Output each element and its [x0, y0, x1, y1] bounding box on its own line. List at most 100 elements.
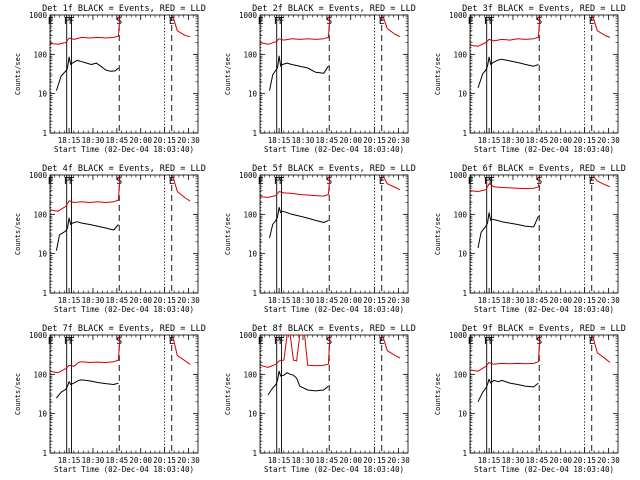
time-marker-label: F	[484, 336, 490, 347]
y-axis-label: Counts/sec	[434, 213, 442, 255]
time-marker-label: E	[589, 336, 595, 347]
panel-det-7: Det 7f BLACK = Events, RED = LLD 1 10 100 10…	[14, 324, 206, 474]
x-tick-label: 18:30	[82, 456, 105, 465]
series-line-lld	[49, 14, 121, 45]
x-tick-label: 20:00	[549, 456, 572, 465]
x-tick-label: 20:00	[129, 136, 152, 145]
series-line-lld	[172, 14, 191, 38]
y-tick-label: 1	[462, 129, 467, 138]
panel-det-3: Det 3f BLACK = Events, RED = LLD 1 10 100 10…	[434, 4, 626, 154]
series-line-lld	[49, 334, 121, 374]
x-tick-label: 20:15	[363, 456, 386, 465]
y-tick-label: 10	[248, 250, 258, 259]
x-tick-label: 20:00	[339, 296, 362, 305]
x-tick-label: 18:45	[106, 296, 129, 305]
time-marker-label: F	[64, 176, 70, 187]
series-line-events	[269, 55, 329, 91]
series-line-lld	[469, 14, 541, 47]
series-line-lld	[49, 174, 121, 212]
y-tick-label: 1000	[29, 171, 48, 180]
series-line-events	[267, 370, 329, 396]
y-axis-label: Counts/sec	[14, 53, 22, 95]
time-marker-label: F	[278, 336, 284, 347]
time-marker-label: F	[274, 176, 280, 187]
x-tick-label: 18:30	[502, 296, 525, 305]
x-axis-label: Start Time (02-Dec-04 18:03:40)	[264, 145, 404, 154]
y-tick-label: 10	[458, 250, 468, 259]
y-tick-label: 1	[462, 289, 467, 298]
time-marker-label: E	[258, 176, 264, 187]
x-tick-label: 18:15	[58, 296, 81, 305]
x-tick-label: 18:45	[526, 296, 549, 305]
x-axis-label: Start Time (02-Dec-04 18:03:40)	[54, 305, 194, 314]
plot-frame	[49, 174, 199, 294]
time-marker-label: E	[258, 336, 264, 347]
y-tick-label: 100	[33, 370, 47, 379]
time-marker-label: E	[589, 176, 595, 187]
panel-title: Det 4f BLACK = Events, RED = LLD	[42, 164, 206, 174]
x-tick-label: 18:30	[502, 456, 525, 465]
time-marker-label: E	[468, 176, 474, 187]
series-line-events	[477, 56, 539, 89]
x-tick-label: 20:15	[153, 296, 176, 305]
time-marker-label: F	[484, 16, 490, 27]
series-line-lld	[592, 334, 611, 363]
series-line-lld	[382, 334, 401, 359]
x-tick-label: 18:45	[526, 456, 549, 465]
x-tick-label: 20:15	[153, 456, 176, 465]
x-tick-label: 20:30	[177, 296, 200, 305]
time-marker-label: F	[488, 16, 494, 27]
panel-title: Det 6f BLACK = Events, RED = LLD	[462, 164, 626, 174]
plot-frame	[259, 174, 409, 294]
time-marker-label: E	[379, 16, 385, 27]
x-tick-label: 20:30	[597, 136, 620, 145]
panel-det-6: Det 6f BLACK = Events, RED = LLD 1 10 100 10…	[434, 164, 626, 314]
y-tick-label: 100	[453, 210, 467, 219]
panel-title: Det 1f BLACK = Events, RED = LLD	[42, 4, 206, 14]
plot-frame	[469, 174, 619, 294]
time-marker-label: F	[274, 16, 280, 27]
y-tick-label: 100	[453, 50, 467, 59]
y-tick-label: 1	[42, 289, 47, 298]
x-tick-label: 20:30	[387, 456, 410, 465]
panel-det-8: Det 8f BLACK = Events, RED = LLD 1 10 100 10…	[224, 324, 416, 474]
y-tick-label: 10	[458, 90, 468, 99]
y-tick-label: 1000	[449, 171, 468, 180]
x-axis-label: Start Time (02-Dec-04 18:03:40)	[474, 305, 614, 314]
x-axis-label: Start Time (02-Dec-04 18:03:40)	[54, 465, 194, 474]
y-tick-label: 10	[38, 410, 48, 419]
x-tick-label: 20:00	[129, 296, 152, 305]
time-marker-label: E	[169, 16, 175, 27]
panel-title: Det 5f BLACK = Events, RED = LLD	[252, 164, 416, 174]
panel-det-1: Det 1f BLACK = Events, RED = LLD 1 10 100 10…	[14, 4, 206, 154]
series-line-lld	[469, 334, 541, 372]
y-tick-label: 10	[458, 410, 468, 419]
panel-title: Det 7f BLACK = Events, RED = LLD	[42, 324, 206, 334]
series-line-lld	[259, 14, 331, 45]
series-line-lld	[172, 334, 191, 365]
time-marker-label: F	[488, 336, 494, 347]
series-line-lld	[592, 14, 611, 38]
x-tick-label: 18:30	[82, 136, 105, 145]
y-axis-label: Counts/sec	[14, 213, 22, 255]
y-tick-label: 1000	[239, 11, 258, 20]
panel-det-5: Det 5f BLACK = Events, RED = LLD 1 10 100 10…	[224, 164, 416, 314]
y-axis-label: Counts/sec	[434, 373, 442, 415]
series-line-events	[56, 379, 119, 399]
series-line-events	[269, 206, 329, 239]
x-tick-label: 18:15	[478, 136, 501, 145]
y-tick-label: 100	[243, 50, 257, 59]
time-marker-label: F	[64, 336, 70, 347]
x-axis-label: Start Time (02-Dec-04 18:03:40)	[474, 145, 614, 154]
time-marker-label: F	[274, 336, 280, 347]
x-tick-label: 18:45	[316, 296, 339, 305]
time-marker-label: F	[68, 176, 74, 187]
x-tick-label: 18:30	[502, 136, 525, 145]
panel-title: Det 8f BLACK = Events, RED = LLD	[252, 324, 416, 334]
x-axis-label: Start Time (02-Dec-04 18:03:40)	[264, 305, 404, 314]
x-tick-label: 18:15	[58, 456, 81, 465]
time-marker-label: F	[278, 176, 284, 187]
y-tick-label: 1000	[239, 331, 258, 340]
time-marker-label: E	[48, 16, 54, 27]
y-axis-label: Counts/sec	[434, 53, 442, 95]
